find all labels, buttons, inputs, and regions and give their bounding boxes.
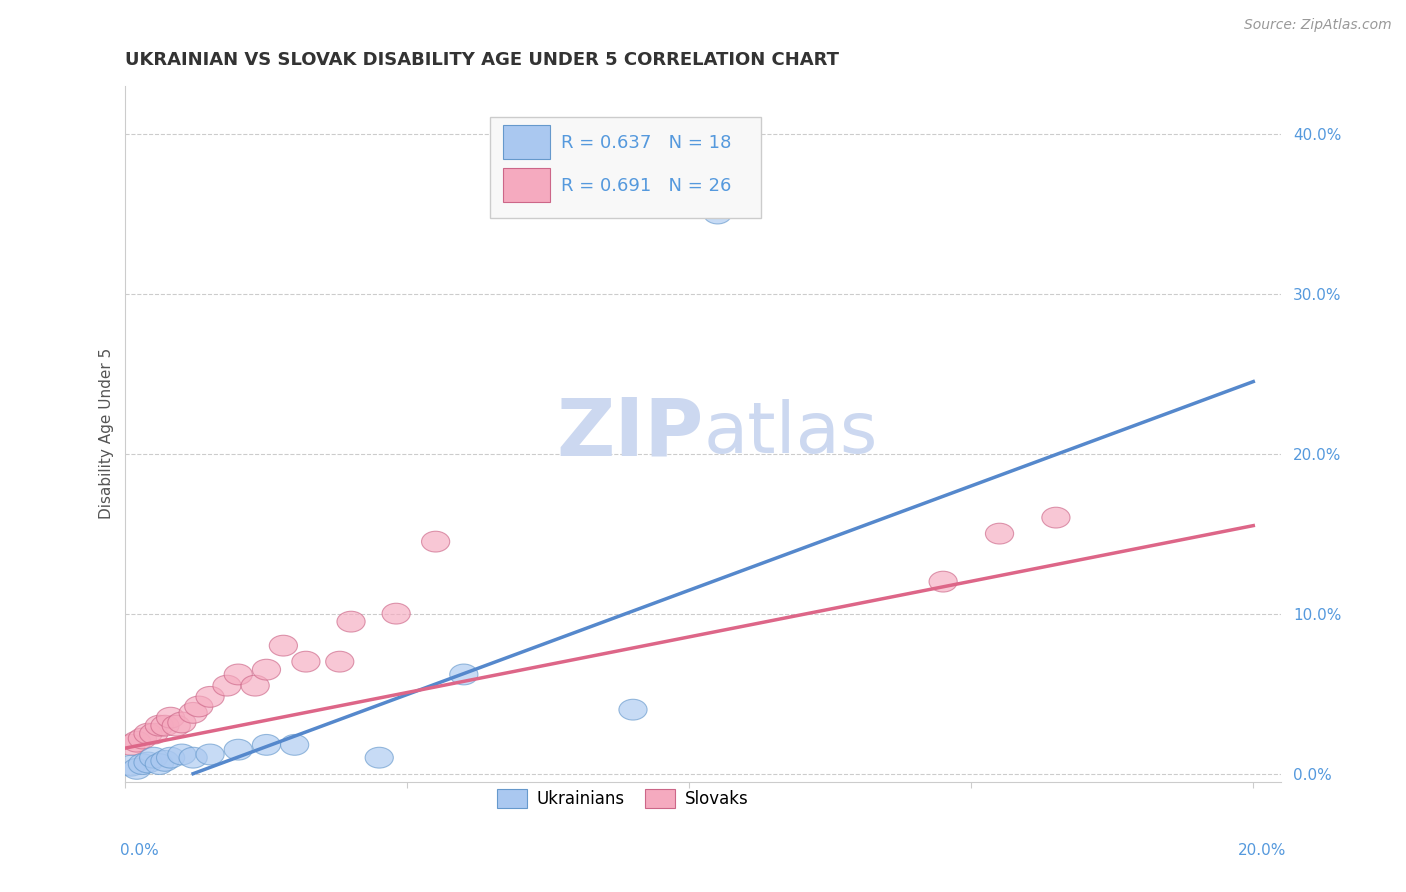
Ellipse shape bbox=[150, 715, 179, 736]
Ellipse shape bbox=[128, 728, 156, 749]
Ellipse shape bbox=[117, 756, 145, 776]
Bar bbox=[503, 169, 550, 202]
Ellipse shape bbox=[122, 731, 150, 752]
Ellipse shape bbox=[929, 571, 957, 592]
Ellipse shape bbox=[117, 734, 145, 756]
Ellipse shape bbox=[703, 203, 731, 224]
Text: R = 0.691   N = 26: R = 0.691 N = 26 bbox=[561, 177, 731, 194]
Ellipse shape bbox=[326, 651, 354, 672]
Text: 0.0%: 0.0% bbox=[120, 843, 159, 858]
Ellipse shape bbox=[292, 651, 321, 672]
Ellipse shape bbox=[122, 758, 150, 780]
Ellipse shape bbox=[366, 747, 394, 768]
Ellipse shape bbox=[179, 747, 207, 768]
Ellipse shape bbox=[382, 603, 411, 624]
Text: UKRAINIAN VS SLOVAK DISABILITY AGE UNDER 5 CORRELATION CHART: UKRAINIAN VS SLOVAK DISABILITY AGE UNDER… bbox=[125, 51, 839, 69]
Ellipse shape bbox=[195, 687, 224, 707]
Ellipse shape bbox=[224, 664, 252, 685]
FancyBboxPatch shape bbox=[489, 117, 761, 218]
Legend: Ukrainians, Slovaks: Ukrainians, Slovaks bbox=[489, 782, 755, 815]
Bar bbox=[503, 125, 550, 159]
Ellipse shape bbox=[281, 734, 309, 756]
Ellipse shape bbox=[145, 715, 173, 736]
Ellipse shape bbox=[134, 723, 162, 744]
Ellipse shape bbox=[270, 635, 298, 656]
Y-axis label: Disability Age Under 5: Disability Age Under 5 bbox=[100, 348, 114, 519]
Ellipse shape bbox=[145, 754, 173, 774]
Ellipse shape bbox=[422, 532, 450, 552]
Ellipse shape bbox=[150, 750, 179, 772]
Ellipse shape bbox=[619, 699, 647, 720]
Ellipse shape bbox=[128, 754, 156, 774]
Ellipse shape bbox=[184, 696, 212, 717]
Text: R = 0.637   N = 18: R = 0.637 N = 18 bbox=[561, 134, 731, 152]
Ellipse shape bbox=[1042, 508, 1070, 528]
Text: ZIP: ZIP bbox=[557, 394, 703, 473]
Ellipse shape bbox=[156, 707, 184, 728]
Ellipse shape bbox=[167, 712, 195, 733]
Ellipse shape bbox=[212, 675, 240, 696]
Ellipse shape bbox=[195, 744, 224, 764]
Ellipse shape bbox=[240, 675, 270, 696]
Text: 20.0%: 20.0% bbox=[1239, 843, 1286, 858]
Text: atlas: atlas bbox=[703, 399, 877, 468]
Ellipse shape bbox=[179, 703, 207, 723]
Ellipse shape bbox=[337, 611, 366, 632]
Ellipse shape bbox=[224, 739, 252, 760]
Ellipse shape bbox=[450, 664, 478, 685]
Text: Source: ZipAtlas.com: Source: ZipAtlas.com bbox=[1244, 18, 1392, 32]
Ellipse shape bbox=[162, 715, 190, 736]
Ellipse shape bbox=[134, 752, 162, 772]
Ellipse shape bbox=[139, 723, 167, 744]
Ellipse shape bbox=[167, 744, 195, 764]
Ellipse shape bbox=[986, 524, 1014, 544]
Ellipse shape bbox=[139, 747, 167, 768]
Ellipse shape bbox=[156, 747, 184, 768]
Ellipse shape bbox=[252, 734, 281, 756]
Ellipse shape bbox=[252, 659, 281, 680]
